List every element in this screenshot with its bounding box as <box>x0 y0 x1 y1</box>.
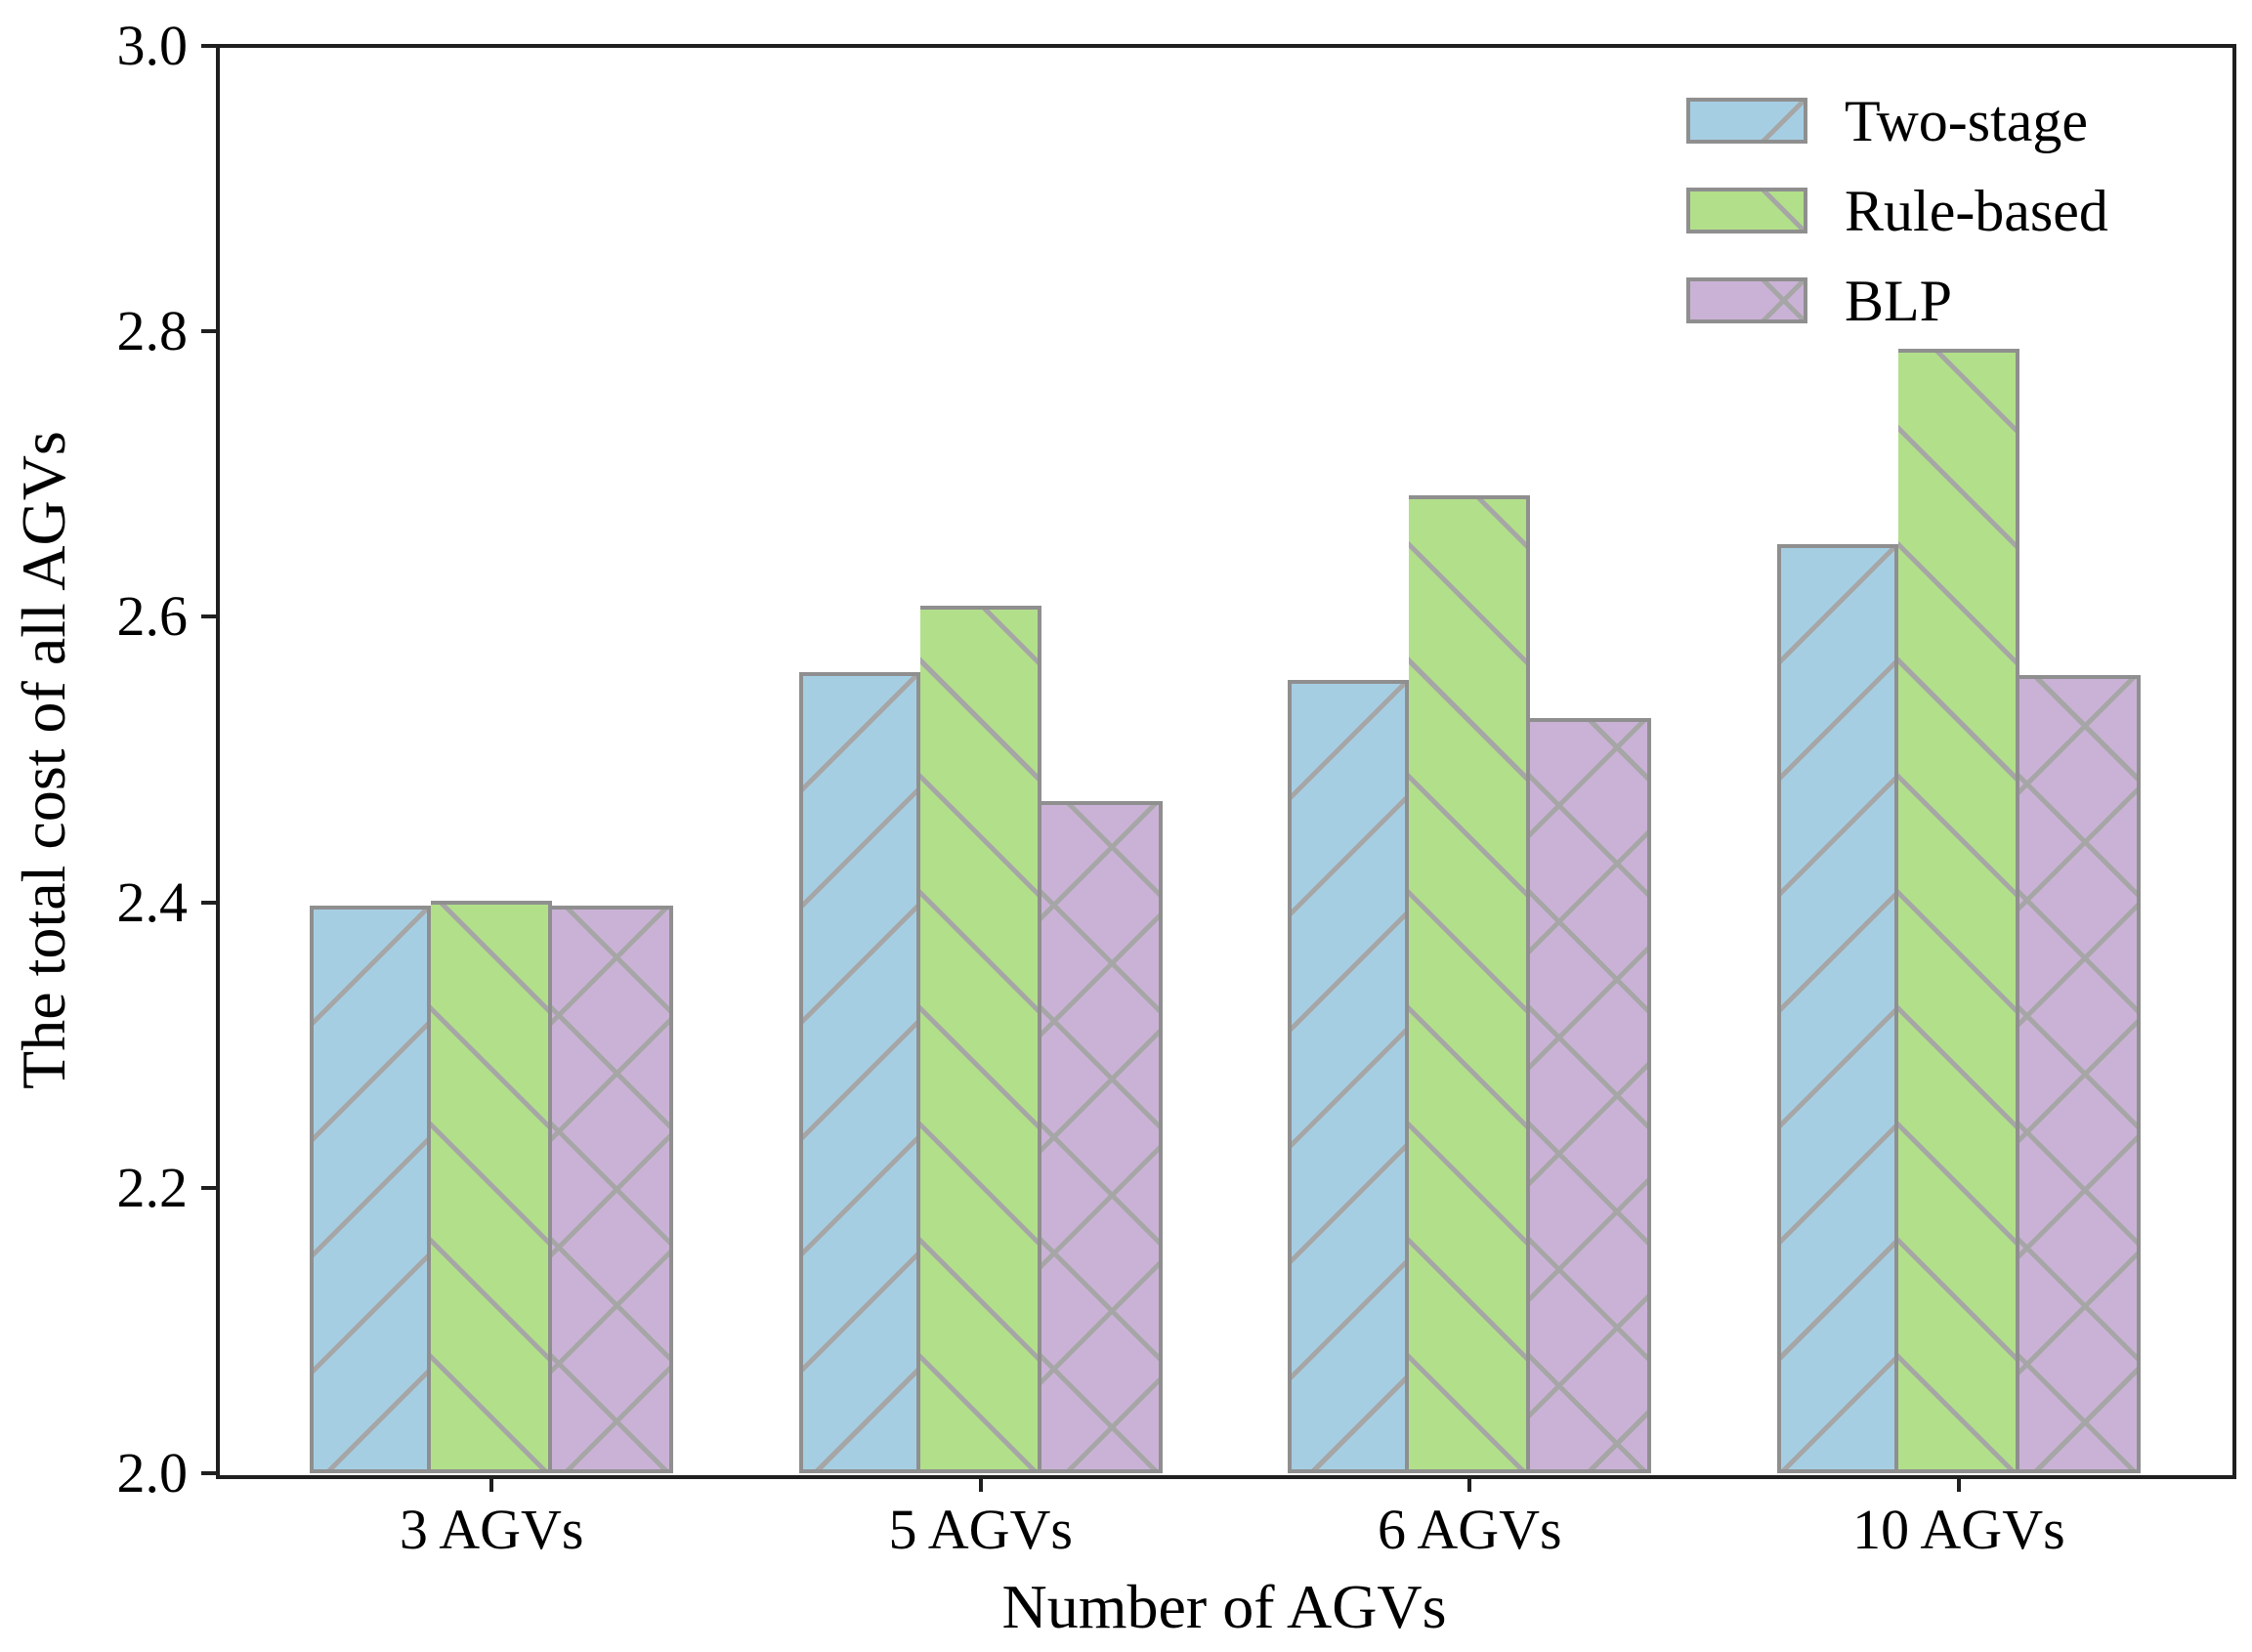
y-tick-label: 2.0 <box>116 1441 189 1504</box>
y-tick-mark <box>201 44 218 48</box>
y-tick-mark <box>201 900 218 905</box>
x-tick-mark <box>1467 1475 1472 1492</box>
x-tick-mark <box>978 1475 983 1492</box>
bar-two-stage-3-agvs <box>310 905 432 1473</box>
legend-item-two-stage: Two-stage <box>1686 92 2108 150</box>
legend: Two-stage Rule-based BLP <box>1686 92 2108 367</box>
y-tick-label: 2.8 <box>116 299 189 363</box>
bar-rule-based-10-agvs <box>1897 348 2019 1473</box>
bar-two-stage-5-agvs <box>798 672 920 1473</box>
y-tick-mark <box>201 614 218 619</box>
bar-two-stage-6-agvs <box>1288 679 1410 1473</box>
bar-blp-6-agvs <box>1530 718 1652 1473</box>
y-tick-mark <box>201 1185 218 1190</box>
legend-item-blp: BLP <box>1686 272 2108 330</box>
bar-two-stage-10-agvs <box>1776 543 1898 1473</box>
y-tick-label: 2.4 <box>116 869 189 934</box>
y-tick-mark <box>201 1471 218 1475</box>
bar-blp-10-agvs <box>2018 675 2141 1473</box>
bar-blp-5-agvs <box>1041 800 1163 1473</box>
legend-label: BLP <box>1845 268 1953 333</box>
legend-swatch <box>1686 98 1807 144</box>
y-tick-label: 2.2 <box>116 1155 189 1219</box>
legend-item-rule-based: Rule-based <box>1686 182 2108 240</box>
legend-swatch <box>1686 277 1807 323</box>
x-tick-label: 10 AGVs <box>1852 1498 2065 1561</box>
x-tick-label: 3 AGVs <box>399 1498 584 1561</box>
y-tick-mark <box>201 329 218 334</box>
y-axis-title: The total cost of all AGVs <box>9 431 78 1089</box>
x-tick-label: 5 AGVs <box>888 1498 1073 1561</box>
x-tick-mark <box>489 1475 494 1492</box>
bar-rule-based-6-agvs <box>1409 495 1531 1473</box>
y-tick-label: 2.6 <box>116 584 189 649</box>
x-tick-mark <box>1956 1475 1961 1492</box>
bar-rule-based-5-agvs <box>919 605 1041 1473</box>
bar-blp-3-agvs <box>552 905 674 1473</box>
x-axis-title: Number of AGVs <box>1001 1572 1447 1641</box>
bar-rule-based-3-agvs <box>431 901 553 1473</box>
x-tick-label: 6 AGVs <box>1378 1498 1562 1561</box>
legend-swatch <box>1686 188 1807 233</box>
legend-label: Two-stage <box>1845 88 2089 153</box>
legend-label: Rule-based <box>1845 178 2108 243</box>
y-tick-label: 3.0 <box>116 14 189 77</box>
